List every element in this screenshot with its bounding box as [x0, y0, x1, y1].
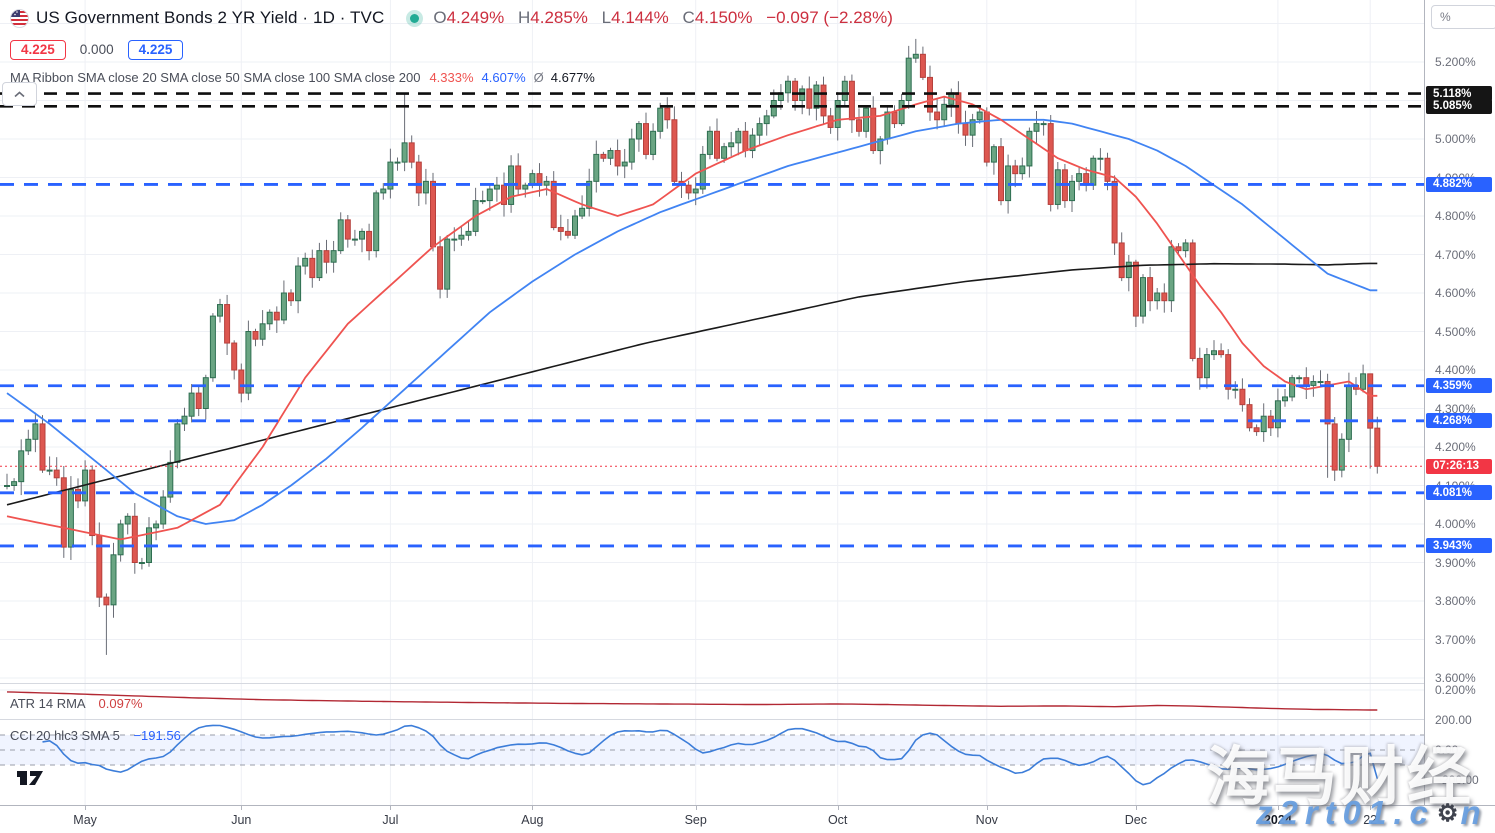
- time-axis-tick: [390, 806, 392, 810]
- cci-value: −191.56: [133, 728, 181, 743]
- chevron-up-icon: [14, 90, 25, 97]
- price-level-label: 3.943%: [1426, 538, 1492, 554]
- price-tick-label: 4.700%: [1435, 247, 1476, 262]
- price-level-label: 4.268%: [1426, 413, 1492, 429]
- time-axis-tick: [1277, 806, 1279, 810]
- price-level-label: 4.359%: [1426, 378, 1492, 394]
- time-axis-label: Dec: [1124, 813, 1148, 827]
- time-axis-label: Nov: [975, 813, 998, 827]
- grid: [0, 0, 1424, 805]
- atr-value: 0.097%: [98, 696, 143, 711]
- price-level-label: 4.081%: [1426, 485, 1492, 501]
- price-tick-label: 3.900%: [1435, 555, 1476, 570]
- sma-20-line: [6, 95, 1378, 541]
- sell-button[interactable]: 4.225: [10, 39, 66, 60]
- time-axis-label: 2024: [1263, 813, 1292, 827]
- time-axis-label: May: [73, 813, 97, 827]
- price-tick-label: 4.000%: [1435, 517, 1476, 531]
- watermark-site-suffix: n: [1460, 794, 1488, 831]
- chart-legend: US Government Bonds 2 YR Yield · 1D · TV…: [10, 6, 893, 85]
- time-axis-label: Jul: [382, 813, 399, 827]
- time-axis-tick: [241, 806, 243, 810]
- time-axis-tick: [837, 806, 839, 810]
- legend-collapse-button[interactable]: [2, 82, 37, 106]
- price-scale[interactable]: % 5.200%5.000%4.900%4.800%4.700%4.600%4.…: [1424, 0, 1495, 805]
- price-tick-label: 4.800%: [1435, 209, 1476, 223]
- price-tick-label: 4.200%: [1435, 440, 1476, 454]
- high-value: 4.285%: [530, 8, 588, 27]
- price-tick-label: 3.800%: [1435, 594, 1476, 608]
- price-level-label: 5.085%: [1426, 98, 1492, 114]
- watermark-site: z2rt01.c ⚙ n: [1256, 794, 1488, 832]
- ohlc-values: O4.249% H4.285% L4.144% C4.150% −0.097 (…: [433, 8, 893, 27]
- time-axis-label: Jun: [231, 813, 252, 827]
- atr-label: ATR 14 RMA: [10, 696, 85, 711]
- ma-ribbon-label[interactable]: MA Ribbon SMA close 20 SMA close 50 SMA …: [10, 70, 421, 85]
- indicator-tick-label: 0.200%: [1435, 683, 1476, 697]
- buy-button[interactable]: 4.225: [127, 39, 184, 60]
- pane-separator-main-atr[interactable]: [0, 683, 1424, 684]
- us-flag-icon: [10, 8, 29, 28]
- tradingview-logo-icon: [17, 771, 43, 785]
- atr-line: [6, 691, 1378, 711]
- chart-canvas[interactable]: [0, 0, 1424, 805]
- time-axis-tick: [85, 806, 87, 810]
- ma-ribbon-sma50-value: 4.607%: [481, 70, 526, 85]
- change-value: −0.097 (−2.28%): [766, 8, 893, 27]
- market-status-icon[interactable]: [410, 13, 420, 23]
- cci-label: CCI 20 hlc3 SMA 5: [10, 728, 120, 743]
- ma-ribbon-sma200-value: 4.677%: [550, 70, 595, 85]
- close-value: 4.150%: [694, 8, 753, 27]
- tradingview-logo[interactable]: [16, 768, 46, 791]
- indicator-tick-label: −200.00: [1435, 773, 1479, 787]
- price-tick-label: 5.200%: [1435, 55, 1476, 69]
- price-tick-label: 4.300%: [1435, 401, 1476, 416]
- symbol-title[interactable]: US Government Bonds 2 YR Yield · 1D · TV…: [36, 8, 385, 27]
- time-axis[interactable]: May Jun Jul Aug Sep Oct Nov Dec 2024 22: [0, 805, 1495, 833]
- countdown-label: 07:26:13: [1426, 458, 1492, 474]
- low-value: 4.144%: [611, 8, 669, 27]
- time-axis-tick: [695, 806, 697, 810]
- time-axis-tick: [532, 806, 534, 810]
- time-axis-label: Sep: [684, 813, 707, 827]
- ma-ribbon-hidden-value: Ø: [533, 70, 544, 85]
- indicator-tick-label: 200.00: [1435, 713, 1472, 727]
- price-tick-label: 3.600%: [1435, 671, 1476, 685]
- cci-line: [42, 724, 1379, 786]
- time-axis-tick: [1135, 806, 1137, 810]
- time-axis-tick: [1370, 806, 1372, 810]
- atr-legend[interactable]: ATR 14 RMA 0.097%: [10, 696, 143, 711]
- sma-50-line: [6, 118, 1378, 525]
- open-value: 4.249%: [446, 8, 505, 27]
- ma-ribbon-sma20-value: 4.333%: [429, 70, 474, 85]
- cci-legend[interactable]: CCI 20 hlc3 SMA 5 −191.56: [10, 728, 181, 743]
- price-tick-label: 4.600%: [1435, 286, 1476, 300]
- price-level-label: 5.118%: [1426, 86, 1492, 102]
- spread-value: 0.000: [79, 42, 114, 57]
- watermark-site-prefix: z2rt01.c: [1256, 794, 1435, 831]
- time-axis-label: Oct: [827, 813, 848, 827]
- price-tick-label: 3.700%: [1435, 632, 1476, 647]
- price-scale-unit-button[interactable]: %: [1431, 5, 1495, 29]
- price-tick-label: 4.500%: [1435, 324, 1476, 339]
- sma-200-line: [6, 262, 1378, 506]
- price-tick-label: 5.000%: [1435, 132, 1476, 146]
- time-axis-tick: [986, 806, 988, 810]
- price-level-label: 4.882%: [1426, 176, 1492, 192]
- time-axis-label: 22: [1363, 813, 1378, 827]
- pane-separator-atr-cci[interactable]: [0, 719, 1424, 720]
- time-axis-label: Aug: [521, 813, 544, 827]
- indicator-tick-label: 0.00: [1435, 743, 1459, 757]
- price-tick-label: 4.400%: [1435, 363, 1476, 377]
- gear-icon[interactable]: ⚙: [1436, 799, 1459, 827]
